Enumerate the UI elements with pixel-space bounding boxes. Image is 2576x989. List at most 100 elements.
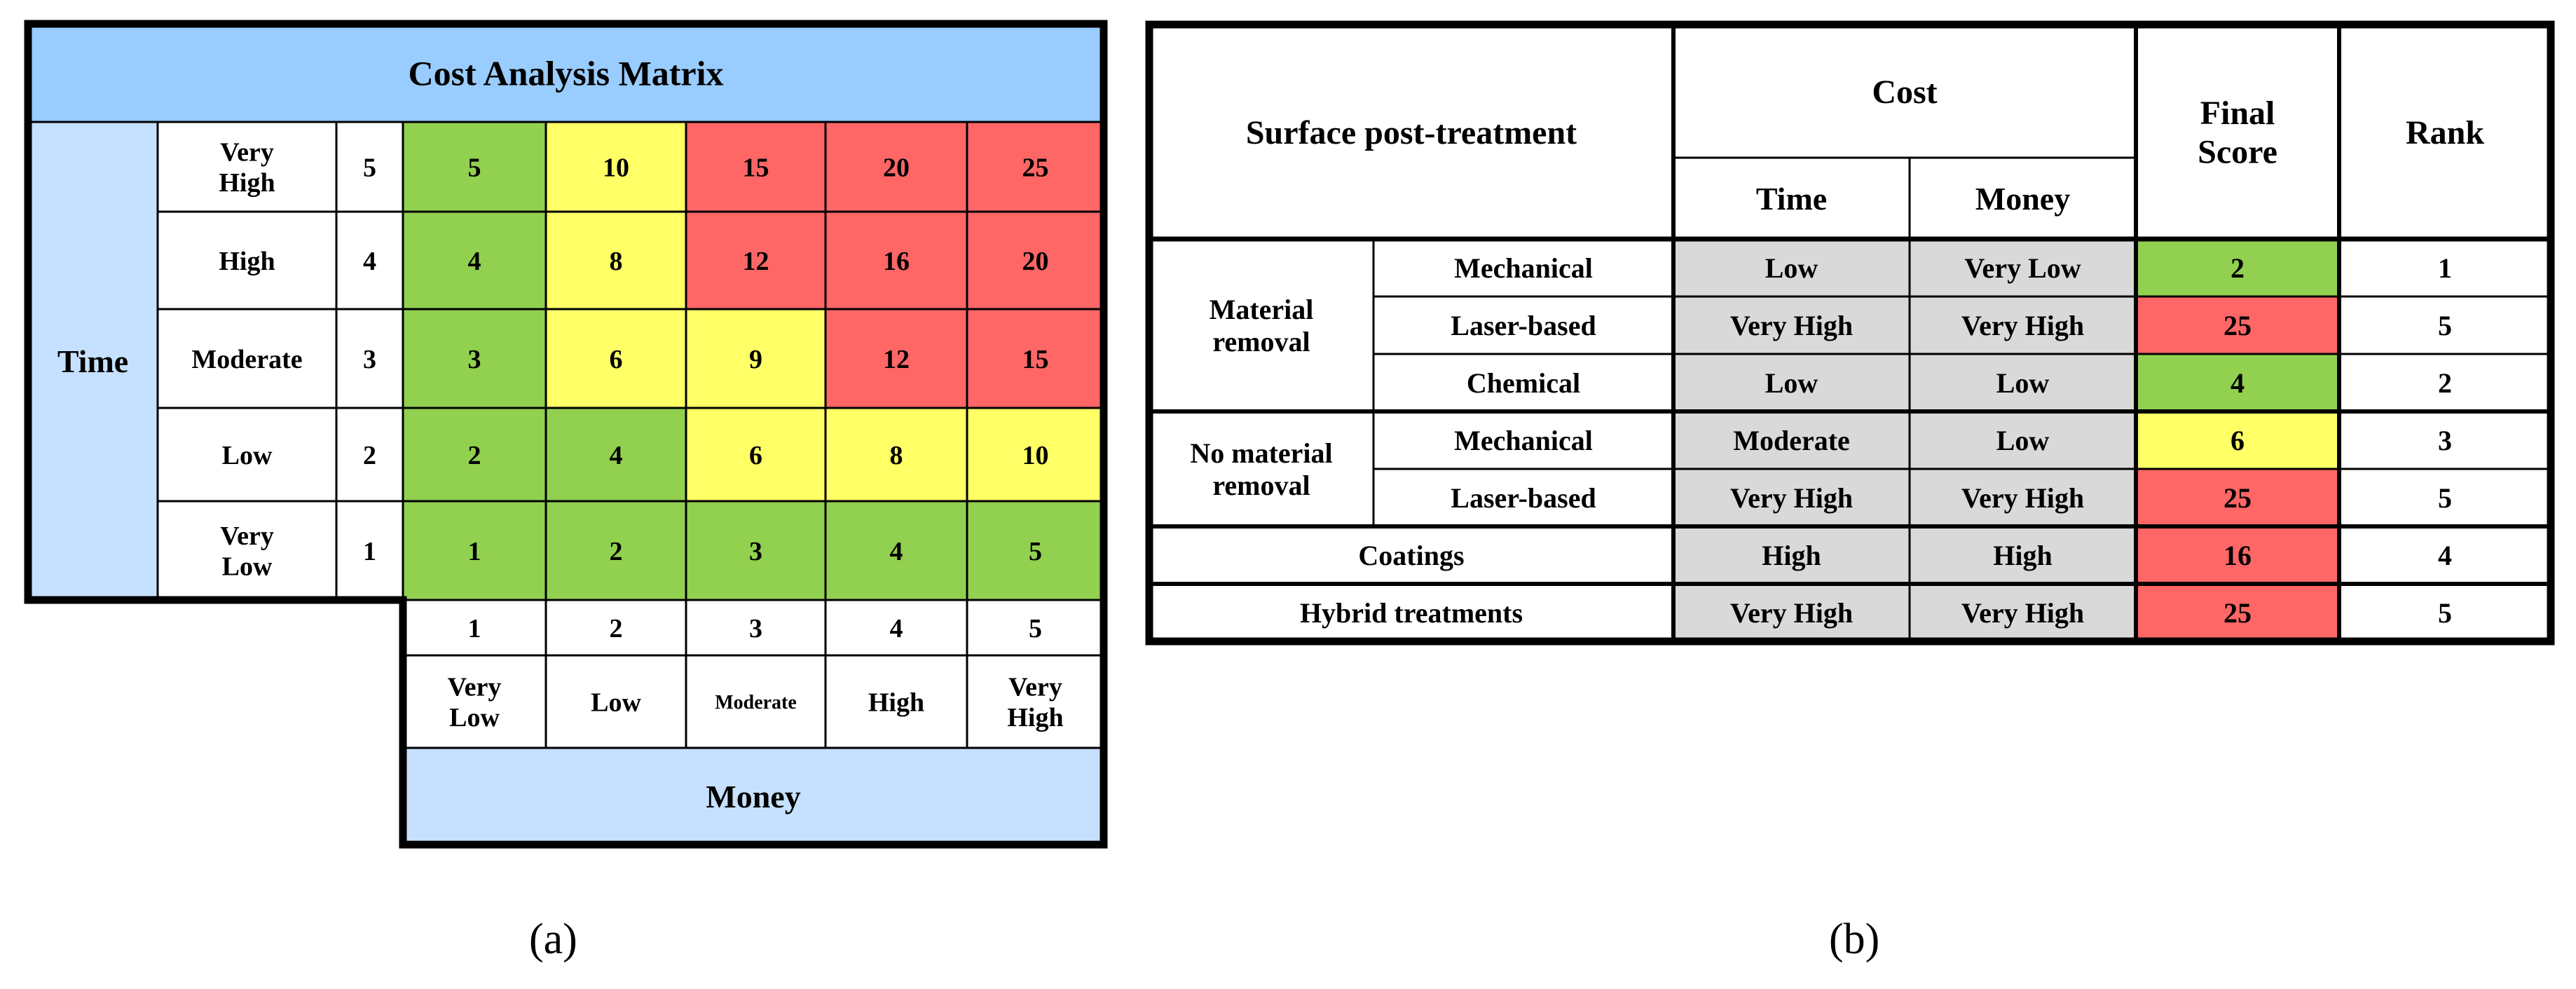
time-value: Moderate xyxy=(1733,425,1850,456)
time-axis-label: Time xyxy=(57,343,128,379)
matrix-cell-value: 15 xyxy=(743,153,769,182)
matrix-cell-value: 16 xyxy=(883,247,910,276)
header-rank: Rank xyxy=(2406,114,2484,151)
money-level-label: Low xyxy=(591,688,641,717)
money-level-cell xyxy=(402,654,547,749)
time-level-label: Very Low xyxy=(220,521,274,582)
time-value-cell xyxy=(1672,353,1911,413)
final-score-value: 4 xyxy=(2231,367,2245,399)
time-value: Very High xyxy=(1730,310,1853,341)
method-cell xyxy=(1148,525,1675,585)
header-time: Time xyxy=(1756,181,1827,217)
header-money-cell xyxy=(1908,156,2137,240)
rank-value: 5 xyxy=(2438,597,2452,629)
method-label: Laser-based xyxy=(1451,482,1596,514)
table-outer-border xyxy=(1145,20,2555,646)
final-score-value: 6 xyxy=(2231,425,2245,456)
money-level-cell xyxy=(824,654,968,749)
time-level-num-cell xyxy=(335,500,404,601)
matrix-cell xyxy=(402,308,547,409)
matrix-cell-value: 8 xyxy=(890,441,903,470)
rank-value: 5 xyxy=(2438,310,2452,341)
time-level-cell xyxy=(156,210,338,311)
final-score-value: 2 xyxy=(2231,252,2245,284)
method-cell xyxy=(1372,295,1675,355)
final-score-value: 25 xyxy=(2224,597,2252,629)
rank-value: 5 xyxy=(2438,482,2452,514)
rank-cell xyxy=(2338,582,2552,643)
matrix-cell-value: 3 xyxy=(749,537,762,566)
time-level-cell xyxy=(156,407,338,503)
time-level-cell xyxy=(156,500,338,601)
matrix-cell xyxy=(966,210,1105,311)
final-score-value: 25 xyxy=(2224,310,2252,341)
money-value: Very Low xyxy=(1964,252,2081,284)
time-level-label: Very High xyxy=(219,137,275,198)
matrix-cell-value: 8 xyxy=(610,247,623,276)
rank-value: 2 xyxy=(2438,367,2452,399)
time-level-cell xyxy=(156,121,338,213)
method-label: Coatings xyxy=(1358,540,1464,571)
time-level-num-cell xyxy=(335,121,404,213)
money-level-num: 3 xyxy=(749,614,762,643)
matrix-cell-value: 25 xyxy=(1022,153,1049,182)
matrix-cell xyxy=(544,308,687,409)
header-final-score: Final Score xyxy=(2198,95,2277,170)
matrix-cell-value: 2 xyxy=(610,537,623,566)
time-value: Very High xyxy=(1730,597,1853,629)
matrix-cell xyxy=(685,210,827,311)
matrix-cell-value: 2 xyxy=(468,441,481,470)
matrix-cell xyxy=(824,210,968,311)
money-value: Low xyxy=(1996,367,2050,399)
time-value-cell xyxy=(1672,468,1911,528)
method-label: Mechanical xyxy=(1454,425,1593,456)
group-label: Material removal xyxy=(1210,294,1314,357)
time-level-num: 2 xyxy=(363,441,376,470)
rank-cell xyxy=(2338,525,2552,585)
group-cell xyxy=(1148,410,1375,528)
money-value: Very High xyxy=(1961,597,2084,629)
surface-treatment-table: Surface post-treatment Cost Time Money Final… xyxy=(1145,20,2555,646)
money-level-label: Moderate xyxy=(715,692,797,714)
matrix-cell-value: 10 xyxy=(1022,441,1049,470)
header-treatment: Surface post-treatment xyxy=(1246,114,1577,151)
money-level-num: 2 xyxy=(610,614,623,643)
matrix-cell xyxy=(544,407,687,503)
time-level-num-cell xyxy=(335,308,404,409)
time-value: Very High xyxy=(1730,482,1853,514)
matrix-cell xyxy=(966,308,1105,409)
header-rank-cell xyxy=(2338,23,2552,240)
panel-b-label: (b) xyxy=(1829,915,1880,963)
matrix-cell xyxy=(824,308,968,409)
money-value-cell xyxy=(1908,295,2137,355)
matrix-cell-value: 5 xyxy=(1029,537,1042,566)
time-level-label: High xyxy=(219,247,275,276)
money-level-label: High xyxy=(868,688,924,717)
matrix-cell-value: 5 xyxy=(468,153,481,182)
money-level-num-cell xyxy=(685,599,827,657)
panel-a-label: (a) xyxy=(529,915,577,963)
matrix-cell xyxy=(824,500,968,601)
header-cost-cell xyxy=(1672,23,2137,159)
matrix-cell-value: 6 xyxy=(610,345,623,374)
matrix-cell xyxy=(966,407,1105,503)
matrix-cell xyxy=(966,121,1105,213)
header-cost: Cost xyxy=(1872,74,1937,111)
final-score-cell xyxy=(2135,468,2341,528)
time-level-label: Low xyxy=(222,441,273,470)
time-level-num: 1 xyxy=(363,537,376,566)
money-value-cell xyxy=(1908,582,2137,643)
final-score-value: 16 xyxy=(2224,540,2252,571)
matrix-cell-value: 12 xyxy=(743,247,769,276)
time-value: Low xyxy=(1765,367,1818,399)
money-level-num-cell xyxy=(824,599,968,657)
time-value: Low xyxy=(1765,252,1818,284)
matrix-title: Cost Analysis Matrix xyxy=(409,54,724,93)
group-label: No material removal xyxy=(1190,437,1332,501)
time-level-num: 3 xyxy=(363,345,376,374)
money-level-label: Very Low xyxy=(448,672,502,732)
method-label: Mechanical xyxy=(1454,252,1593,284)
rank-value: 1 xyxy=(2438,252,2452,284)
